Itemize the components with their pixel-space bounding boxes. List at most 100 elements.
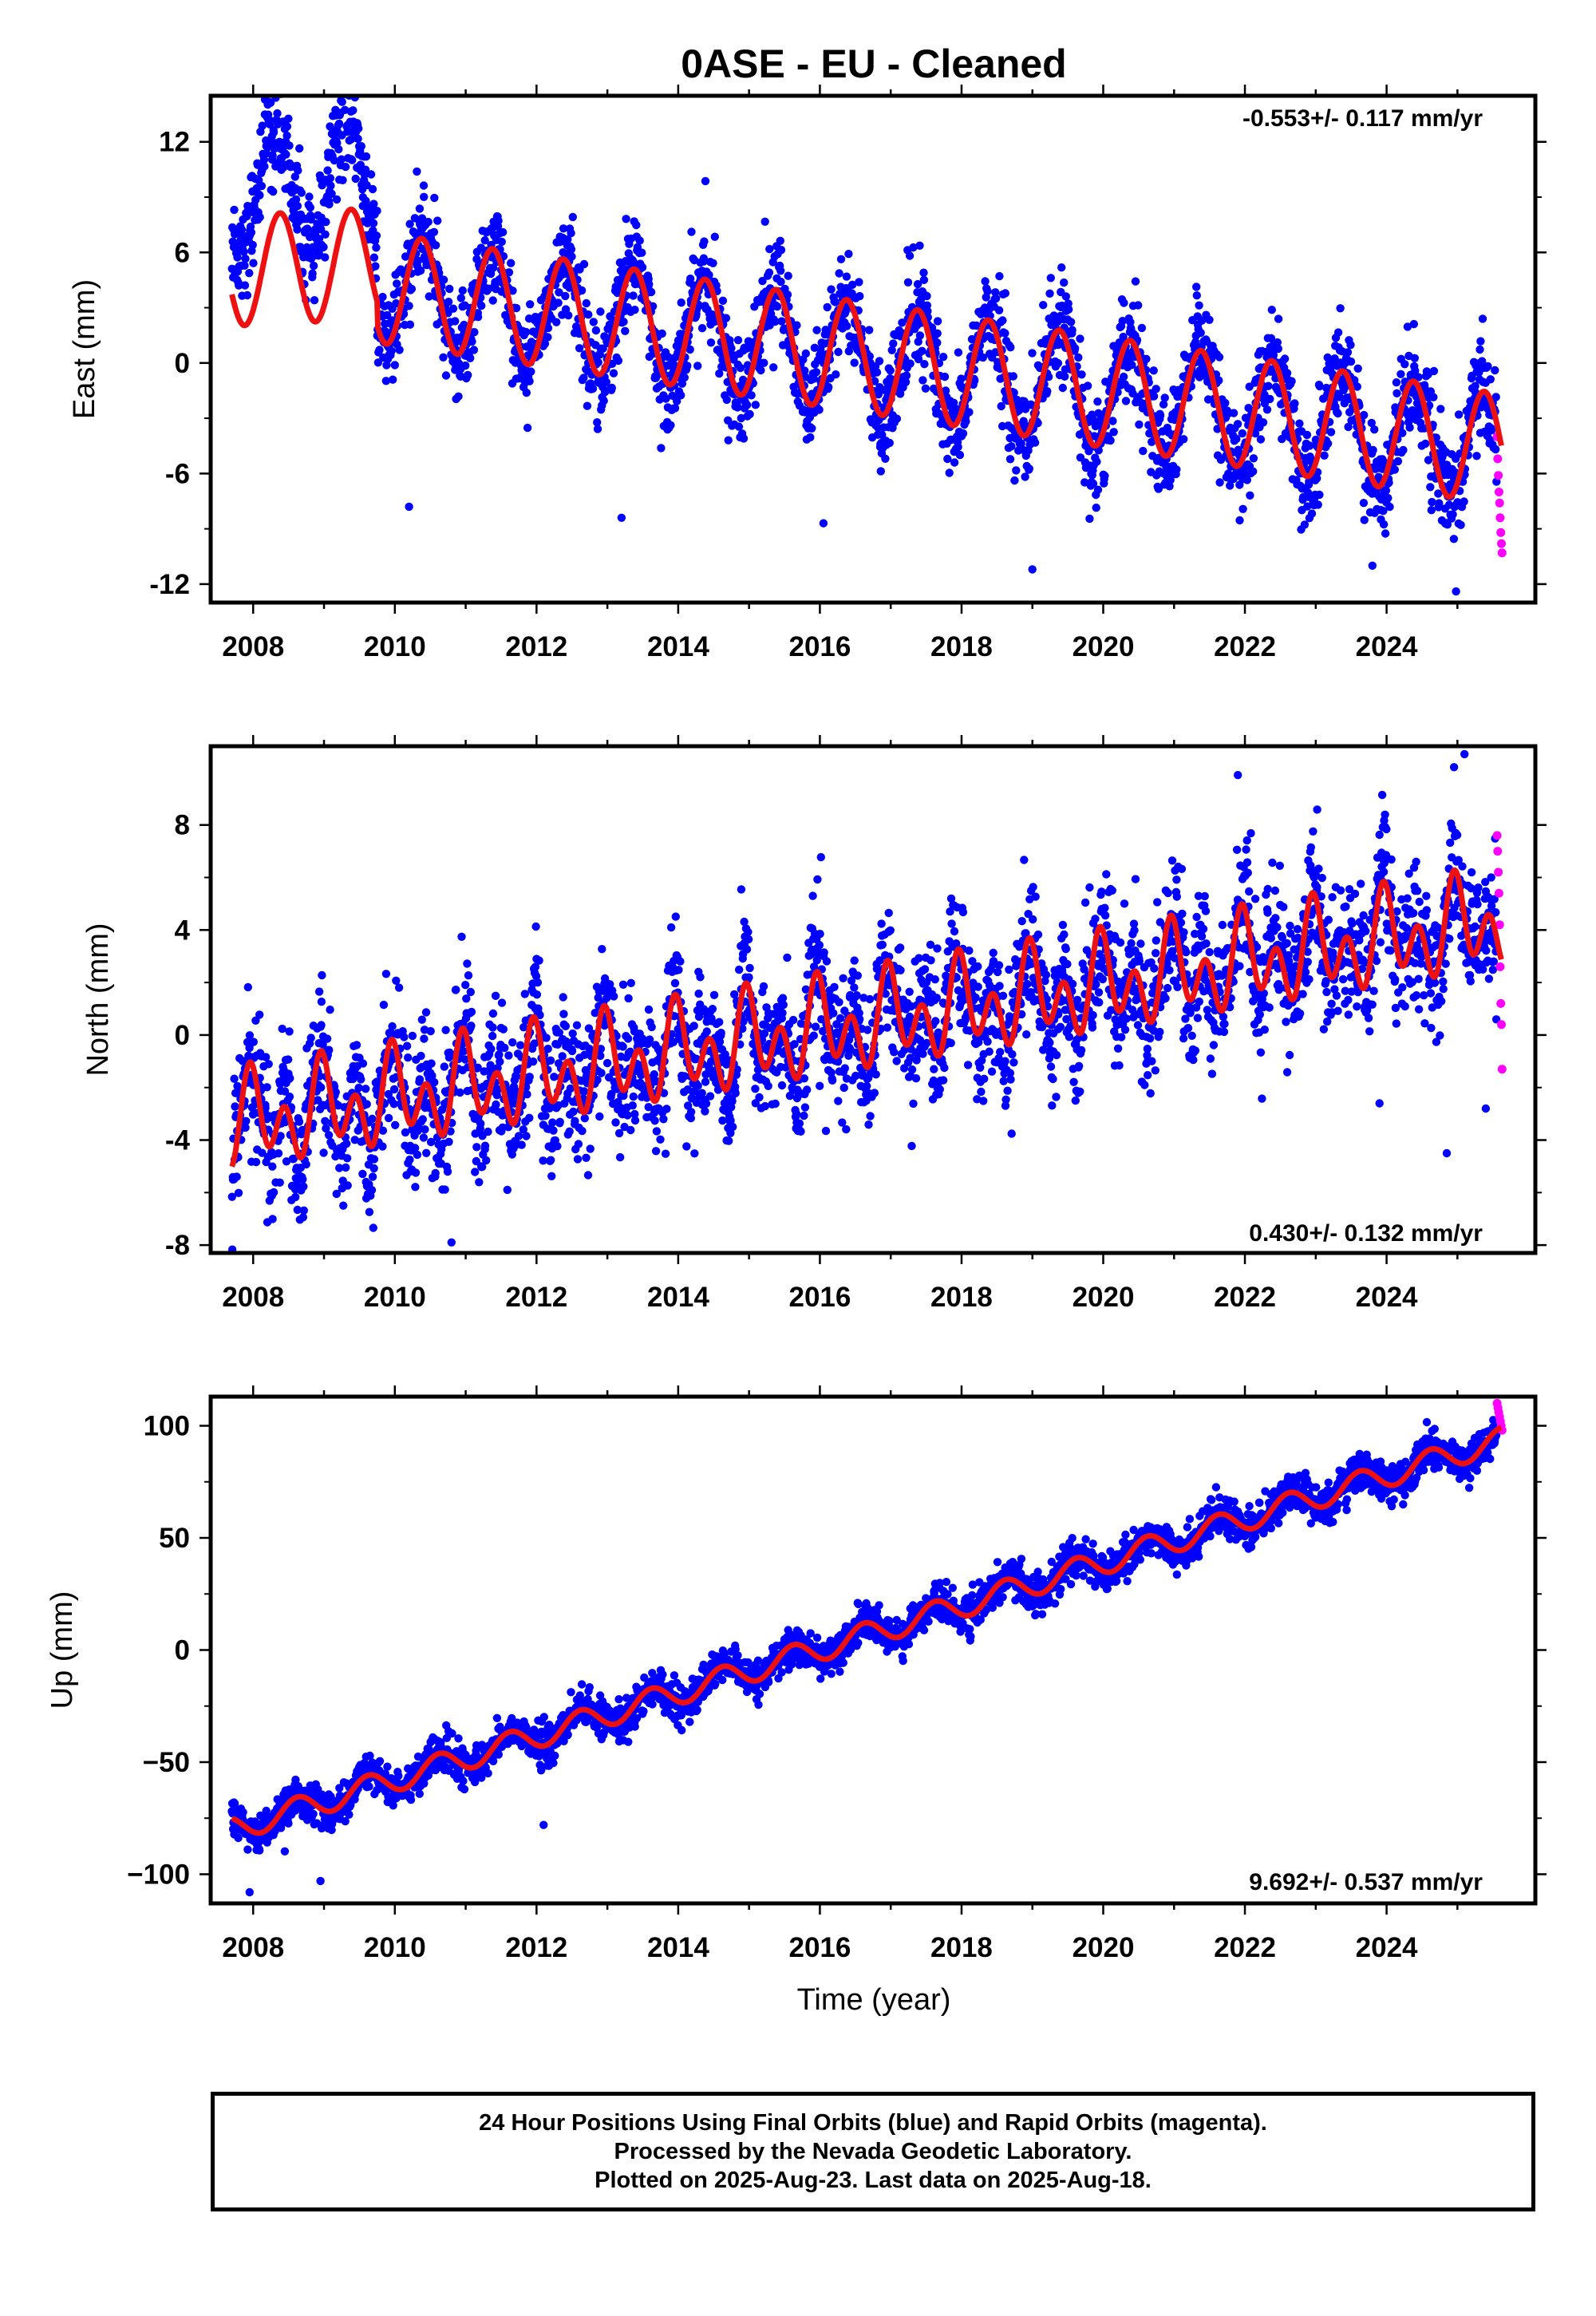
final-point <box>1046 274 1056 283</box>
final-point <box>410 1144 420 1152</box>
final-point <box>487 1045 496 1053</box>
final-point <box>319 243 328 251</box>
y-tick-label: 12 <box>159 127 190 158</box>
final-point <box>428 1071 437 1081</box>
final-point <box>237 225 247 234</box>
panel-east: 2008 2010 2012 2014 2016 2018 2020 2022 20241260… <box>68 77 1547 662</box>
final-point <box>321 230 330 239</box>
final-point <box>965 408 974 417</box>
final-point <box>321 1117 330 1126</box>
final-point <box>543 1045 552 1053</box>
final-point <box>745 409 754 419</box>
final-point <box>693 1081 702 1090</box>
final-point <box>426 1137 436 1147</box>
final-point <box>1369 445 1377 455</box>
final-point <box>273 77 281 85</box>
final-point <box>461 981 470 990</box>
final-point <box>896 966 905 975</box>
final-point <box>918 376 927 385</box>
final-point <box>332 1189 341 1199</box>
final-point <box>408 1031 417 1041</box>
final-point <box>280 1087 290 1096</box>
final-point <box>881 454 890 463</box>
final-point <box>500 1043 509 1053</box>
final-point <box>1049 311 1059 320</box>
final-point <box>507 259 516 267</box>
final-point <box>1020 397 1029 406</box>
rapid-point <box>1495 498 1504 508</box>
final-point <box>525 377 534 385</box>
final-point <box>618 1042 627 1051</box>
final-point <box>299 1182 308 1192</box>
final-point <box>239 247 248 256</box>
final-point <box>694 989 703 998</box>
final-point <box>402 1041 412 1050</box>
final-point <box>1472 452 1481 460</box>
final-point <box>342 1154 352 1163</box>
final-point <box>322 218 330 227</box>
final-point <box>368 184 377 194</box>
final-point <box>827 285 836 294</box>
final-point <box>733 403 742 412</box>
final-point <box>342 1139 351 1148</box>
rapid-point <box>1494 488 1503 496</box>
final-point <box>866 1112 875 1120</box>
final-point <box>621 326 630 335</box>
final-point <box>1232 434 1241 444</box>
final-point <box>391 1120 400 1130</box>
final-point <box>1010 476 1019 485</box>
x-tick-label: 2012 <box>505 631 567 662</box>
final-point <box>1226 481 1235 490</box>
final-point <box>552 318 561 326</box>
final-point <box>327 189 336 198</box>
final-point <box>326 181 335 190</box>
final-point <box>919 268 928 277</box>
final-point <box>512 303 521 313</box>
final-point <box>618 980 628 990</box>
final-point <box>871 1070 880 1079</box>
final-point <box>629 291 638 300</box>
final-point <box>255 213 264 222</box>
outlier-point <box>405 502 413 512</box>
final-point <box>1238 504 1247 513</box>
final-point <box>466 354 475 362</box>
final-point <box>915 331 925 340</box>
final-point <box>783 953 792 962</box>
final-point <box>314 987 324 996</box>
final-point <box>1343 348 1353 357</box>
final-point <box>1326 428 1336 437</box>
final-point <box>1017 439 1025 448</box>
final-point <box>282 82 290 90</box>
final-point <box>491 991 500 1001</box>
final-point <box>721 314 731 322</box>
final-point <box>488 1009 498 1018</box>
final-point <box>400 1033 409 1041</box>
final-point <box>357 142 365 151</box>
outlier-point <box>819 519 828 528</box>
final-point <box>921 384 930 393</box>
final-point <box>342 1163 350 1172</box>
final-point <box>685 345 694 354</box>
final-point <box>998 316 1007 325</box>
final-point <box>619 318 628 326</box>
final-point <box>1370 425 1379 434</box>
final-point <box>673 397 681 405</box>
final-point <box>1128 361 1136 370</box>
final-point <box>230 205 239 215</box>
final-point <box>528 1057 538 1066</box>
final-point <box>235 281 243 290</box>
final-point <box>779 1000 788 1010</box>
final-point <box>864 1120 873 1129</box>
final-point <box>266 98 275 107</box>
final-point <box>338 176 347 184</box>
final-point <box>593 418 602 427</box>
final-point <box>885 438 895 448</box>
final-point <box>1491 393 1500 401</box>
final-point <box>772 302 782 311</box>
final-point <box>630 306 639 314</box>
final-point <box>289 1154 298 1164</box>
final-point <box>731 1089 740 1098</box>
final-point <box>816 852 825 862</box>
final-point <box>1131 277 1140 286</box>
final-point <box>532 990 542 999</box>
